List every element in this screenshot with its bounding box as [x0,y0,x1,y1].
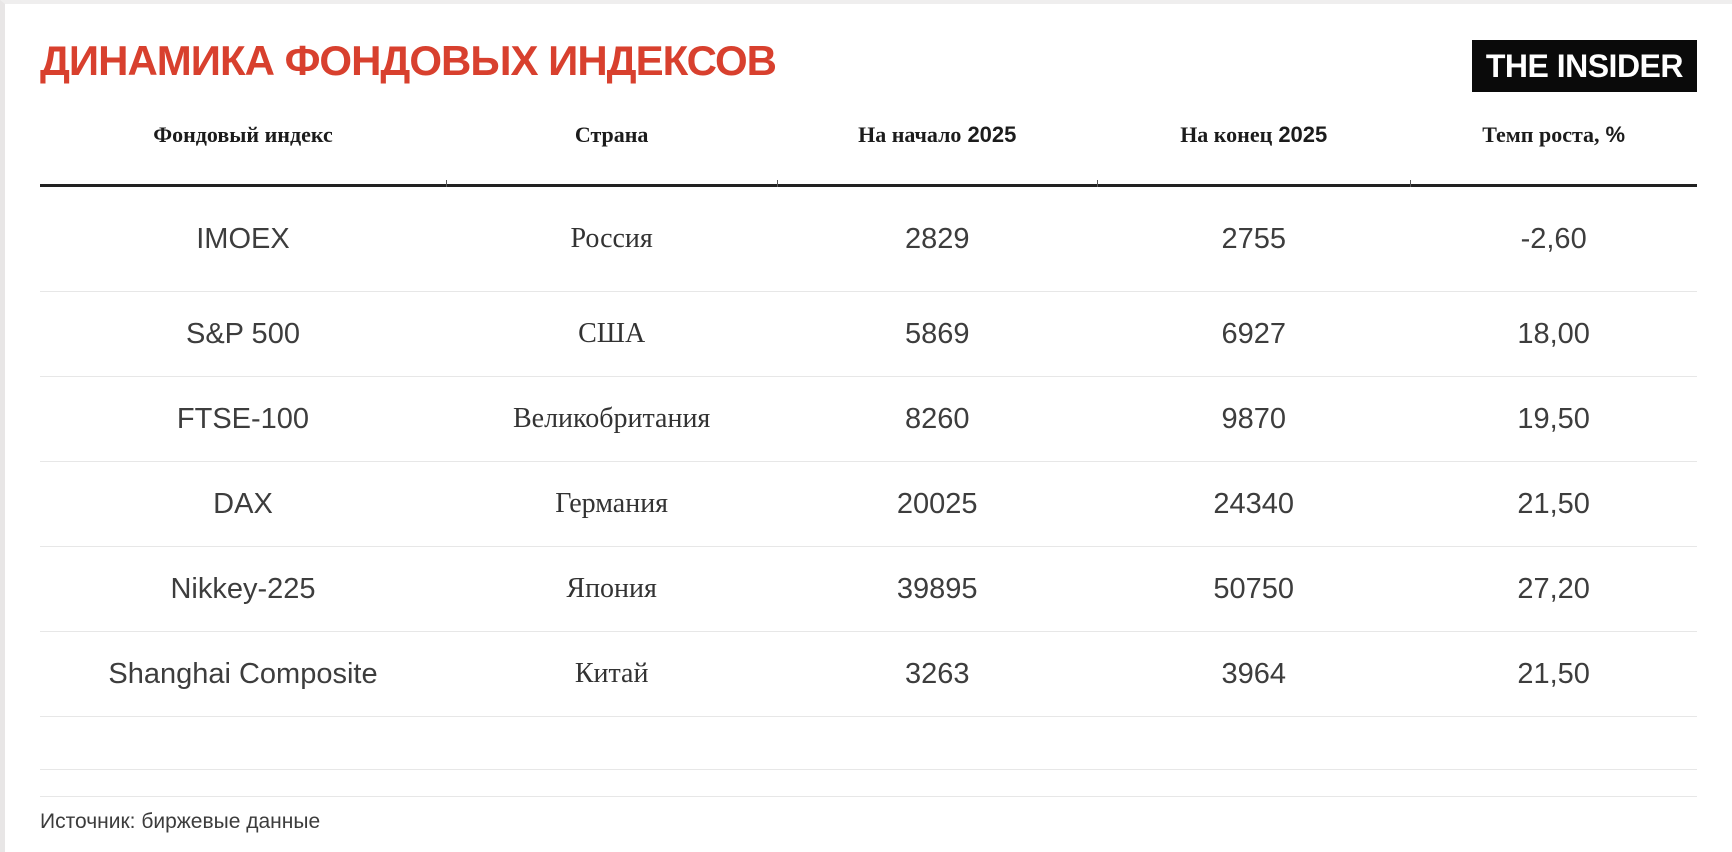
page-header: ДИНАМИКА ФОНДОВЫХ ИНДЕКСОВ THE INSIDER [40,38,1697,92]
cell-start-value: 20025 [777,461,1098,547]
column-header-label: На конец [1180,122,1273,147]
table-row: DAX Германия 20025 24340 21,50 [40,461,1697,547]
cell-end-value: 3964 [1097,631,1411,717]
page-content: ДИНАМИКА ФОНДОВЫХ ИНДЕКСОВ THE INSIDER Ф… [5,4,1732,834]
cell-end-value: 9870 [1097,376,1411,462]
column-header: Темп роста,% [1410,102,1697,187]
cell-country: Китай [445,631,778,717]
column-header-year: 2025 [967,122,1017,147]
cell-index: Shanghai Composite [40,631,446,717]
cell-start-value: 3263 [777,631,1098,717]
source-note: Источник: биржевые данные [40,810,321,833]
cell-growth: -2,60 [1410,185,1697,292]
cell-growth: 21,50 [1410,631,1697,717]
cell-growth: 18,00 [1410,291,1697,377]
column-header-label: Темп роста, [1482,122,1600,147]
table-row: Shanghai Composite Китай 3263 3964 21,50 [40,631,1697,717]
footer-divider-2 [40,770,1697,797]
cell-country: Япония [445,546,778,632]
table-header-row: Фондовый индекс Страна На начало 2025 На … [40,102,1697,187]
indices-table: Фондовый индекс Страна На начало 2025 На … [40,102,1697,717]
cell-index: S&P 500 [40,291,446,377]
logo-text: THE INSIDER [1485,48,1684,84]
cell-index: FTSE-100 [40,376,446,462]
table-row: FTSE-100 Великобритания 8260 9870 19,50 [40,376,1697,462]
cell-index: IMOEX [40,185,446,292]
cell-growth: 19,50 [1410,376,1697,462]
cell-country: Россия [445,185,778,292]
cell-index: Nikkey-225 [40,546,446,632]
page-title: ДИНАМИКА ФОНДОВЫХ ИНДЕКСОВ [40,37,777,84]
cell-start-value: 2829 [777,185,1098,292]
column-header-year: 2025 [1278,122,1328,147]
table-row: S&P 500 США 5869 6927 18,00 [40,291,1697,377]
cell-growth: 27,20 [1410,546,1697,632]
the-insider-logo: THE INSIDER [1471,40,1697,92]
cell-start-value: 39895 [777,546,1098,632]
cell-end-value: 2755 [1097,185,1411,292]
cell-end-value: 6927 [1097,291,1411,377]
cell-index: DAX [40,461,446,547]
cell-end-value: 50750 [1097,546,1411,632]
column-header-label: Страна [574,122,649,147]
cell-end-value: 24340 [1097,461,1411,547]
cell-country: США [445,291,778,377]
cell-start-value: 8260 [777,376,1098,462]
cell-growth: 21,50 [1410,461,1697,547]
column-header-label: На начало [858,122,962,147]
column-header-label: Фондовый индекс [153,122,333,147]
table-row: IMOEX Россия 2829 2755 -2,60 [40,185,1697,292]
cell-country: Германия [445,461,778,547]
column-header: Фондовый индекс [40,102,446,187]
column-header-year: % [1605,122,1626,147]
footer-divider-1 [40,717,1697,770]
cell-country: Великобритания [445,376,778,462]
column-header: На конец 2025 [1097,102,1411,187]
cell-start-value: 5869 [777,291,1098,377]
column-header: Страна [445,102,778,187]
table-row: Nikkey-225 Япония 39895 50750 27,20 [40,546,1697,632]
column-header: На начало 2025 [777,102,1098,187]
